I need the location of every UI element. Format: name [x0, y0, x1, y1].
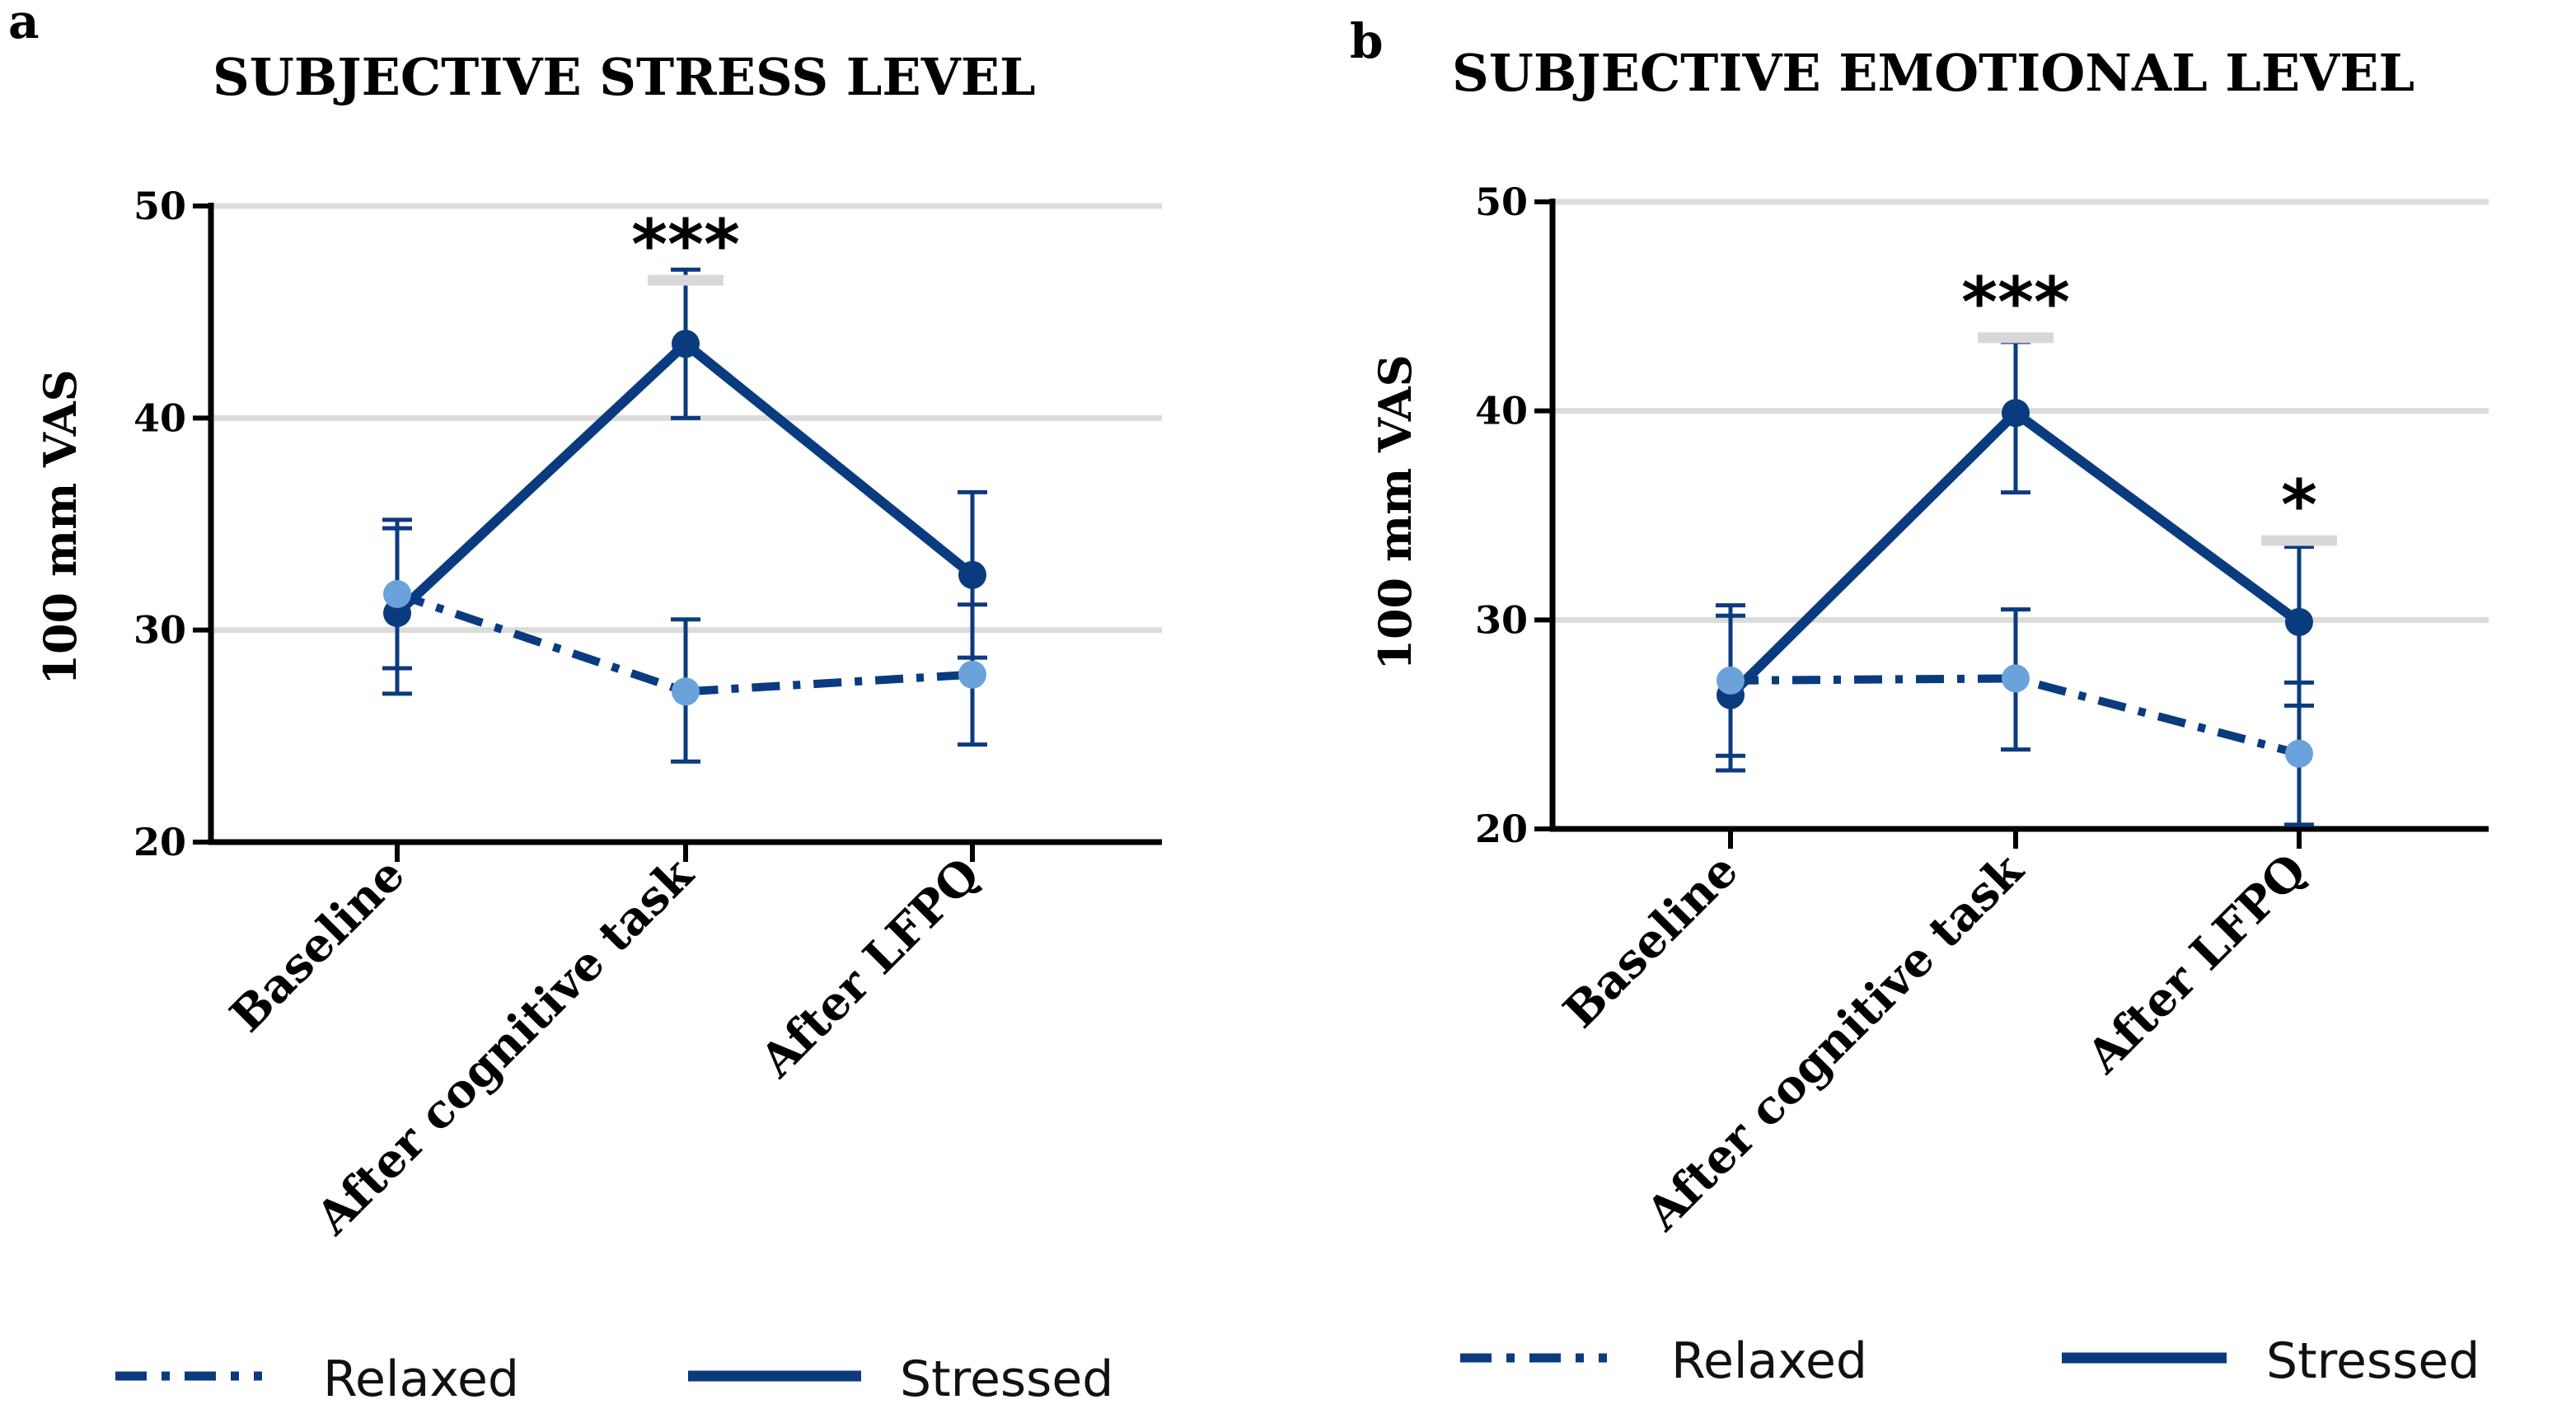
legend-stressed-label: Stressed [900, 1350, 1113, 1408]
legend-relaxed-label: Relaxed [1671, 1332, 1867, 1390]
panel-b: b SUBJECTIVE EMOTIONAL LEVEL 100 mm VAS … [1350, 13, 2489, 1242]
relaxed-point [1717, 666, 1745, 695]
y-tick-label: 40 [133, 396, 186, 440]
stressed-point [2285, 607, 2313, 636]
y-tick-label: 20 [133, 820, 186, 864]
y-tick-label: 30 [1475, 597, 1528, 642]
panel-letter: b [1350, 13, 1384, 69]
x-category-label: After LFPQ [749, 847, 991, 1088]
stressed-point [2002, 399, 2030, 428]
panel-letter: a [8, 0, 40, 49]
x-category-label: After LFPQ [2076, 843, 2317, 1084]
stressed-point [958, 560, 986, 589]
legend-stressed-label: Stressed [2266, 1332, 2480, 1390]
relaxed-point [383, 579, 411, 608]
panel-a: a SUBJECTIVE STRESS LEVEL 100 mm VAS 20 3… [8, 0, 1162, 1246]
relaxed-line [1730, 674, 2301, 758]
y-tick-label: 50 [1475, 180, 1528, 224]
significance-label: * [2281, 465, 2317, 545]
series [382, 267, 987, 764]
relaxed-point [2285, 739, 2313, 768]
y-tick-label: 50 [133, 184, 186, 228]
significance: *** [631, 204, 740, 286]
y-axis-label: 100 mm VAS [1369, 354, 1421, 670]
axes: 20 30 40 50 [133, 184, 1162, 864]
relaxed-line [396, 590, 973, 696]
relaxed-point [2002, 664, 2030, 693]
x-category-label: Baseline [1553, 843, 1749, 1038]
significance-label: *** [631, 204, 740, 285]
axes: 20 30 40 50 [1475, 180, 2489, 851]
relaxed-point [958, 660, 986, 689]
relaxed-point [672, 677, 700, 706]
legend-a: Relaxed Stressed [115, 1350, 1113, 1408]
significance: **** [1961, 262, 2337, 546]
chart-title: SUBJECTIVE EMOTIONAL LEVEL [1452, 43, 2414, 103]
chart-title: SUBJECTIVE STRESS LEVEL [213, 47, 1036, 107]
y-tick-label: 20 [1475, 807, 1528, 851]
legend-b: Relaxed Stressed [1460, 1332, 2480, 1390]
y-tick-label: 40 [1475, 389, 1528, 433]
significance-label: *** [1961, 262, 2070, 343]
x-category-label: Baseline [220, 847, 415, 1042]
stressed-point [672, 330, 700, 358]
series [1716, 339, 2314, 827]
y-axis-label: 100 mm VAS [34, 369, 87, 685]
y-tick-label: 30 [133, 608, 186, 653]
legend-relaxed-label: Relaxed [323, 1350, 519, 1408]
